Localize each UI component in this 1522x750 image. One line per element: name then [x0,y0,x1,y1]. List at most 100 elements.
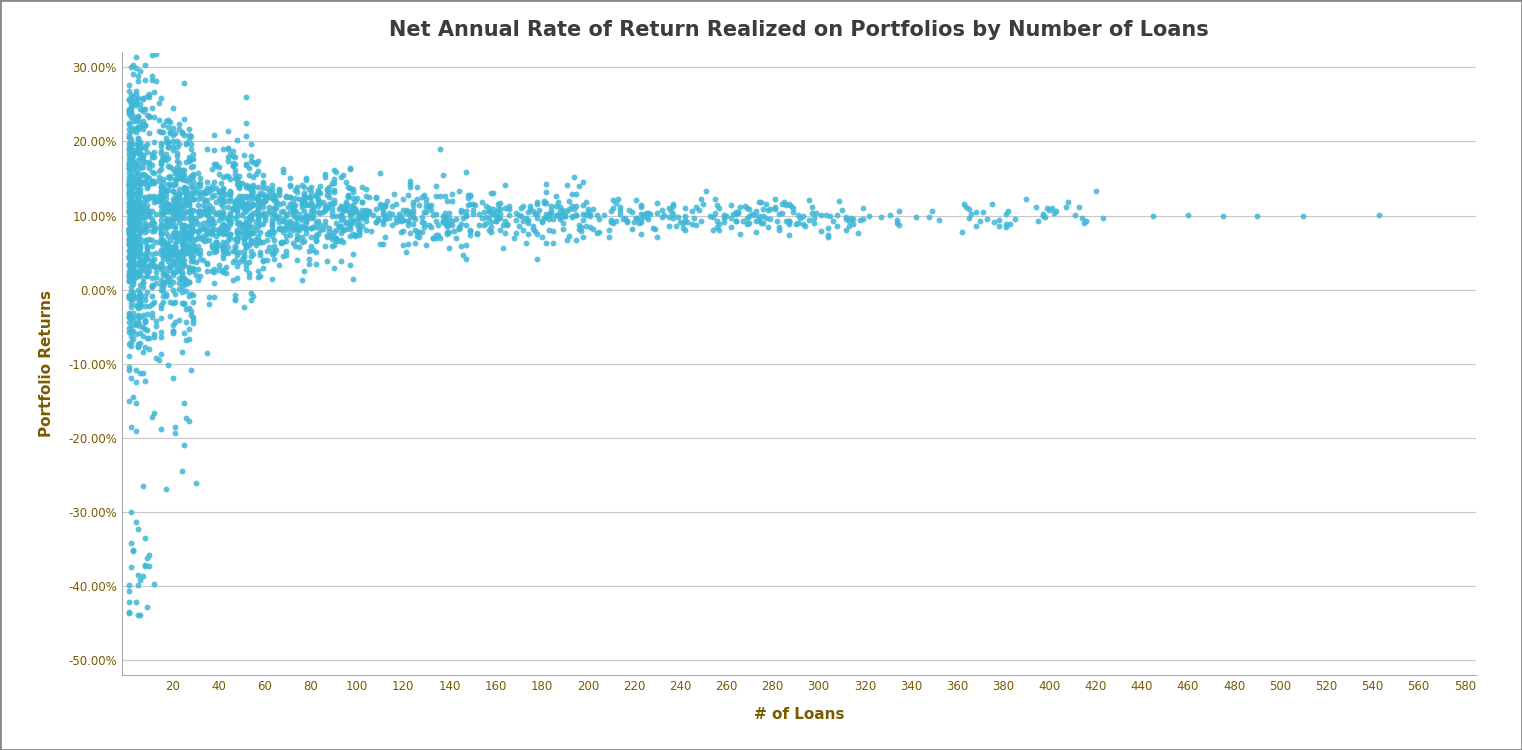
Point [126,181,151,193]
Point [119,191,143,203]
Point [198,203,222,215]
Point [119,285,143,297]
Point [199,214,224,226]
Point [336,182,361,194]
Point [126,207,151,219]
Point [321,226,345,238]
Point [135,268,160,280]
Point [320,202,344,214]
Point [122,144,146,156]
Point [294,199,318,211]
Point [221,159,245,171]
Point [1367,209,1391,220]
Point [565,234,589,246]
Point [117,118,142,130]
Point [137,192,161,204]
Point [169,173,193,185]
Point [437,242,461,254]
Point [163,260,187,272]
Point [164,265,189,277]
Point [169,245,193,257]
Point [260,220,285,232]
Point [181,160,205,172]
Point [250,254,274,266]
Point [122,238,146,250]
Point [274,249,298,261]
Point [202,292,227,304]
Point [160,184,184,196]
Point [551,205,575,217]
Point [422,209,446,220]
Point [140,280,164,292]
Point [222,245,247,257]
Point [126,214,151,226]
Point [169,251,193,262]
Point [292,222,317,234]
Point [551,210,575,222]
Point [400,218,425,230]
Point [126,578,151,590]
Point [1142,209,1166,221]
Point [578,221,603,233]
Point [177,302,201,313]
Point [571,199,595,211]
Point [163,194,187,206]
Point [218,186,242,198]
Point [689,214,714,226]
Point [149,188,174,200]
Point [142,146,166,158]
Point [587,226,612,238]
Point [131,261,155,273]
Point [160,325,184,337]
Point [128,320,152,332]
Point [289,214,314,226]
Point [341,228,365,240]
Point [222,241,247,253]
Point [142,217,166,229]
Point [142,167,166,179]
Point [283,184,307,196]
Point [132,142,157,154]
Point [534,197,559,209]
Point [458,229,482,241]
Point [489,196,513,208]
Point [140,148,164,160]
Point [122,259,146,271]
Point [167,204,192,216]
Point [135,324,160,336]
Point [154,184,178,196]
Point [181,311,205,323]
Point [338,223,362,235]
Point [213,188,237,200]
Point [218,188,242,200]
Point [884,217,909,229]
Point [265,195,289,207]
Point [280,220,304,232]
Point [772,196,796,208]
Point [705,199,729,211]
Point [212,264,236,276]
Point [231,218,256,230]
Point [245,195,269,207]
Point [177,195,201,207]
Point [525,198,549,210]
Point [163,242,187,254]
Point [708,202,732,214]
Point [536,208,560,220]
Point [117,224,142,236]
Point [562,170,586,182]
Point [131,330,155,342]
Point [285,233,309,245]
Point [225,227,250,239]
Point [177,123,201,135]
Point [126,184,151,196]
Point [209,224,233,236]
Point [117,197,142,209]
Point [403,238,428,250]
Point [122,219,146,231]
Point [177,206,201,218]
Point [149,126,174,138]
Point [119,188,143,200]
Point [145,48,169,60]
Point [260,183,285,195]
